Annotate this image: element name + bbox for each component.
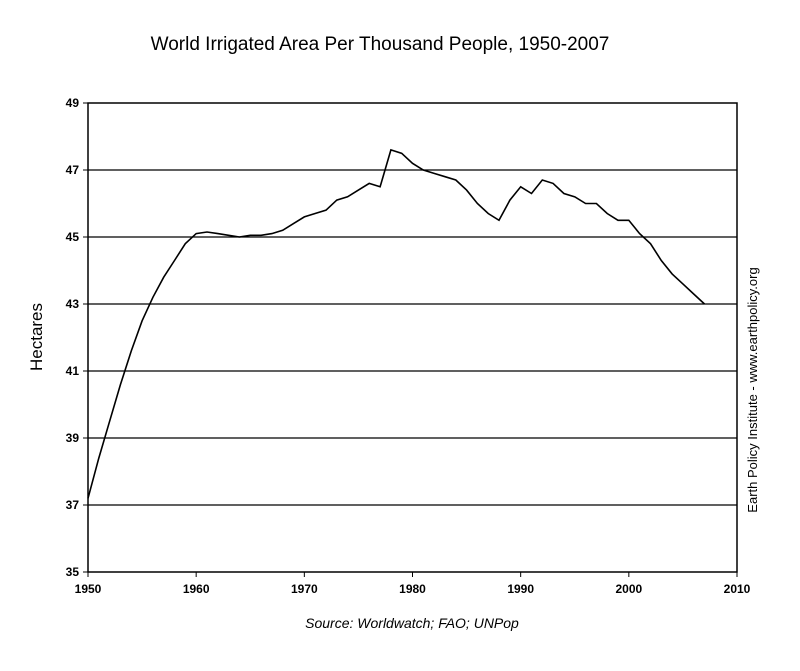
y-tick-label-47: 47 <box>66 163 80 177</box>
y-tick-label-35: 35 <box>66 565 80 579</box>
credit-note: Earth Policy Institute - www.earthpolicy… <box>745 267 760 512</box>
x-axis: 1950 1960 1970 1980 1990 2000 2010 <box>75 572 751 596</box>
grid-lines <box>88 169 737 506</box>
x-tick-label-1950: 1950 <box>75 582 102 596</box>
plot-area-frame <box>87 102 738 573</box>
y-tick-label-43: 43 <box>66 297 80 311</box>
y-tick-label-49: 49 <box>66 96 80 110</box>
y-axis: 35 37 39 41 43 45 47 49 <box>66 96 88 579</box>
series-line <box>87 148 706 499</box>
y-tick-label-41: 41 <box>66 364 80 378</box>
source-note: Source: Worldwatch; FAO; UNPop <box>305 615 519 631</box>
x-tick-label-2010: 2010 <box>724 582 751 596</box>
x-tick-label-1970: 1970 <box>291 582 318 596</box>
y-tick-label-45: 45 <box>66 230 80 244</box>
x-tick-label-1990: 1990 <box>507 582 534 596</box>
y-tick-label-37: 37 <box>66 498 80 512</box>
y-tick-label-39: 39 <box>66 431 80 445</box>
x-tick-label-2000: 2000 <box>615 582 642 596</box>
x-tick-label-1980: 1980 <box>399 582 426 596</box>
y-axis-label: Hectares <box>27 303 46 371</box>
x-tick-label-1960: 1960 <box>183 582 210 596</box>
chart-title: World Irrigated Area Per Thousand People… <box>151 34 610 55</box>
